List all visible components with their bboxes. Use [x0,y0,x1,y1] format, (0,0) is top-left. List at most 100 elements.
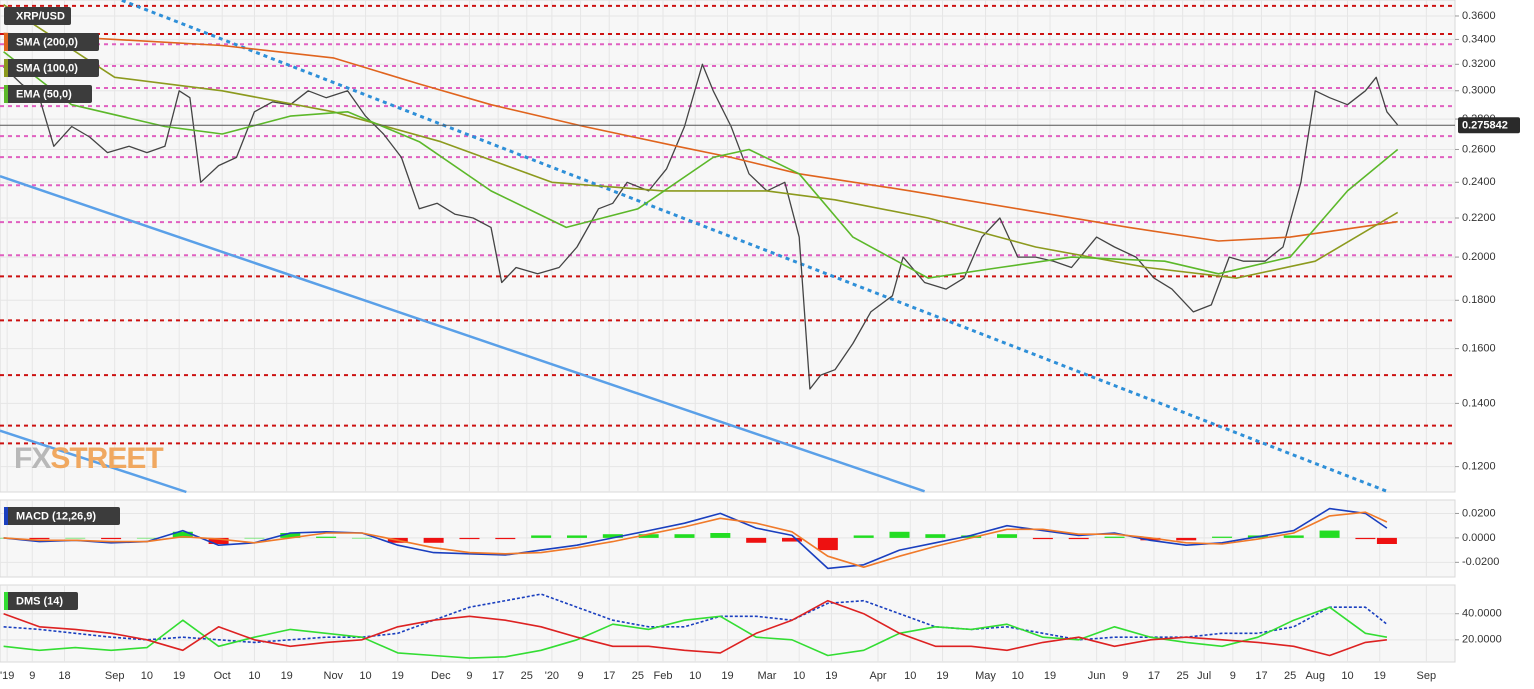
y-tick-label: 0.2600 [1462,143,1496,155]
y-tick-label: 0.3200 [1462,58,1496,70]
histogram-bar [1104,536,1125,538]
legend-box [4,59,99,77]
x-tick-label: Mar [757,670,776,682]
histogram-bar [65,537,86,539]
x-tick-label: 25 [1177,670,1189,682]
y-tick-label: 0.1600 [1462,343,1496,355]
legend-swatch [4,59,8,77]
y-tick-label: 0.3000 [1462,85,1496,97]
histogram-bar [208,537,229,544]
legend-box [4,507,120,525]
x-tick-label: 9 [578,670,584,682]
histogram-bar [244,537,265,539]
x-tick-label: 9 [466,670,472,682]
x-tick-label: 9 [1122,670,1128,682]
x-tick-label: 10 [689,670,701,682]
legend-item: EMA (50,0) [4,85,92,103]
series-line [3,593,1388,644]
series-line [3,511,1388,568]
histogram-bar [531,535,552,538]
legend-item: XRP/USD [4,7,71,25]
histogram-bar [1355,537,1376,540]
y-tick-label: -0.0200 [1462,556,1499,568]
x-tick-label: 10 [248,670,260,682]
x-tick-label: Feb [654,670,673,682]
last-price-box [1458,117,1520,134]
x-tick-label: 25 [632,670,644,682]
histogram-bar [674,534,695,538]
legend-item: DMS (14) [4,592,78,610]
histogram-bar [889,531,910,538]
histogram-bar [817,537,838,551]
histogram-bar [782,537,803,542]
histogram-bar [1032,537,1053,540]
x-tick-label: 19 [173,670,185,682]
histogram-bar [1176,537,1197,541]
x-tick-label: 10 [1341,670,1353,682]
x-tick-label: 17 [1255,670,1267,682]
x-tick-label: 10 [1012,670,1024,682]
legend-box [4,33,99,51]
y-tick-label: 0.0200 [1462,507,1496,519]
x-tick-label: 10 [141,670,153,682]
histogram-bar [566,535,587,538]
series-line [3,4,1399,279]
legend-label: MACD (12,26,9) [16,510,96,522]
histogram-bar [853,535,874,538]
histogram-bar [925,534,946,538]
x-tick-label: 17 [492,670,504,682]
y-tick-label: 40.0000 [1462,608,1502,620]
x-tick-label: 19 [281,670,293,682]
y-tick-label: 0.1400 [1462,397,1496,409]
legend-label: EMA (50,0) [16,88,72,100]
x-tick-label: 10 [793,670,805,682]
x-tick-label: 25 [1284,670,1296,682]
x-tick-label: 17 [603,670,615,682]
histogram-bar [351,537,372,539]
histogram-bar [136,537,157,539]
legend-item: SMA (100,0) [4,59,99,77]
x-tick-label: 9 [1230,670,1236,682]
y-tick-label: 0.2200 [1462,212,1496,224]
x-tick-label: 19 [392,670,404,682]
legend-label: SMA (200,0) [16,36,78,48]
histogram-bar [1140,537,1161,541]
last-price-label: 0.275842 [1462,120,1508,132]
histogram-bar [172,531,193,538]
legend-box [4,7,71,25]
x-tick-label: 19 [825,670,837,682]
histogram-bar [101,537,122,540]
histogram-bar [423,537,444,543]
x-tick-label: Sep [1417,670,1437,682]
x-tick-label: Jul [1197,670,1211,682]
y-tick-label: 0.1200 [1462,461,1496,473]
legend-label: SMA (100,0) [16,62,78,74]
y-tick-label: 0.0000 [1462,532,1496,544]
y-tick-label: 0.1800 [1462,294,1496,306]
x-tick-label: 19 [721,670,733,682]
legend-swatch [4,33,8,51]
histogram-bar [29,537,50,540]
legend-label: XRP/USD [16,10,65,22]
series-line [3,63,1399,390]
x-tick-label: Jun [1088,670,1106,682]
histogram-bar [495,537,516,540]
x-tick-label: Oct [214,670,231,682]
histogram-bar [1283,535,1304,538]
y-tick-label: 0.3400 [1462,33,1496,45]
x-tick-label: Apr [869,670,886,682]
trend-line [0,429,187,494]
histogram-bar [459,537,480,540]
x-tick-label: '20 [545,670,559,682]
x-tick-label: 19 [936,670,948,682]
x-tick-label: Sep [105,670,125,682]
y-tick-label: 0.2400 [1462,176,1496,188]
series-line [3,32,1398,242]
histogram-bar [280,533,301,538]
legend-swatch [4,85,8,103]
x-tick-label: May [975,670,996,682]
series-line [3,599,1387,657]
histogram-bar [1068,537,1089,540]
x-tick-label: Aug [1305,670,1325,682]
